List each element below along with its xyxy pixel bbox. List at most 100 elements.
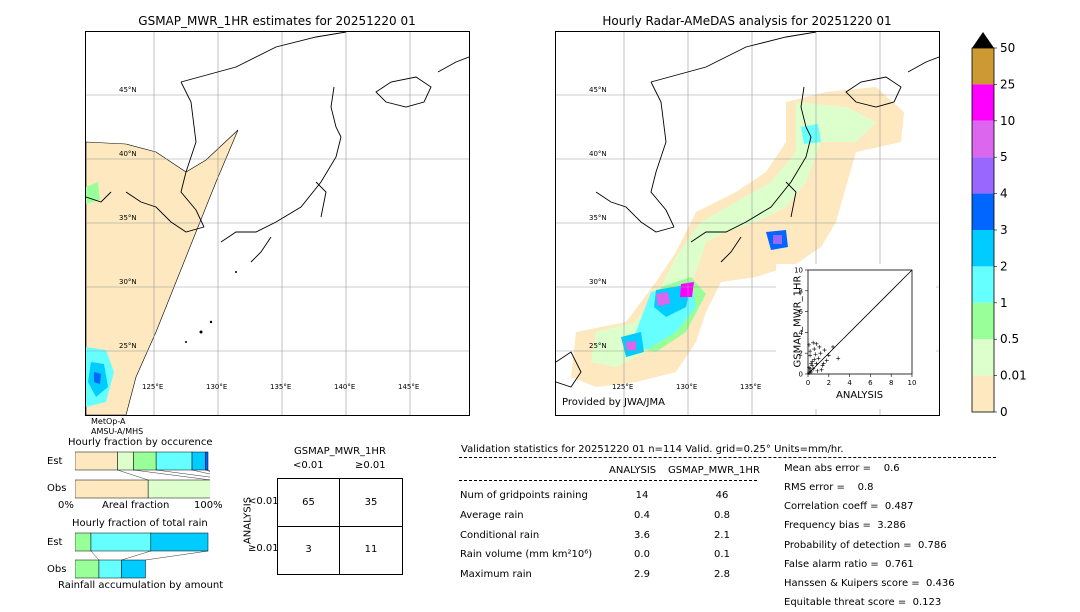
scatter-plot: 00 2 2 4 4 6 6 8 8 10 10 <box>794 267 917 388</box>
fraction-rain-bars <box>75 532 209 579</box>
right-lon-135: 135°E <box>740 383 762 391</box>
score-ets: Equitable threat score = 0.123 <box>784 597 942 608</box>
left-rain-band <box>86 129 239 415</box>
colorbar-segment <box>972 84 994 121</box>
scatter-ytick-label: 2 <box>799 350 803 358</box>
scatter-point <box>808 366 813 371</box>
left-grid <box>86 32 469 415</box>
colorbar-label: 4 <box>1000 187 1008 201</box>
colorbar-segment <box>972 302 994 340</box>
fraction-rain-xlabel: Rainfall accumulation by amount <box>58 580 224 591</box>
scatter-xlabel: ANALYSIS <box>836 390 884 401</box>
left-lat-45: 45°N <box>119 86 137 94</box>
scatter-ylabel: GSMAP_MWR_1HR <box>792 275 804 368</box>
right-lat-45: 45°N <box>589 86 607 94</box>
scatter-point <box>815 368 820 373</box>
score-far: False alarm ratio = 0.761 <box>784 559 914 570</box>
fraction-rain-est-label: Est <box>47 537 63 548</box>
fraction-bar-segment <box>75 479 149 499</box>
colorbar-segment <box>972 230 994 267</box>
left-lon-140: 140°E <box>334 383 356 391</box>
fraction-connector <box>156 469 210 478</box>
scatter-point <box>811 340 816 345</box>
fraction-bar-segment <box>90 532 152 552</box>
validation-row-gsmap: 46 <box>715 490 729 501</box>
fraction-occ-x1: 100% <box>194 500 223 511</box>
left-map-canvas <box>86 32 469 415</box>
validation-row-gsmap: 2.8 <box>714 569 730 580</box>
validation-row-label: Rain volume (mm km²10⁶) <box>460 549 593 560</box>
scatter-xtick-label: 8 <box>889 379 893 387</box>
satellite-note-2: AMSU-A/MHS <box>91 427 144 436</box>
colorbar-segment <box>972 339 994 376</box>
scatter-xtick-label: 0 <box>806 379 810 387</box>
fraction-bar-segment <box>75 532 92 552</box>
fraction-connector <box>133 469 210 481</box>
fraction-connector <box>90 550 100 561</box>
validation-row-gsmap: 2.1 <box>714 530 730 541</box>
contingency-cell-false-alarm: 35 <box>364 497 378 508</box>
fraction-rain-obs-label: Obs <box>47 564 67 575</box>
validation-divider-cols <box>459 480 757 481</box>
validation-col-analysis: ANALYSIS <box>609 465 657 476</box>
scatter-point <box>813 352 818 357</box>
scatter-point <box>814 361 819 366</box>
colorbar: 50 25 10 5 4 3 2 1 0.5 0.01 0 <box>971 32 1027 416</box>
right-map: 45°N 40°N 35°N 30°N 25°N 125°E 130°E 135… <box>555 31 940 416</box>
contingency-cell-miss: 3 <box>305 544 312 555</box>
validation-row-analysis: 14 <box>635 490 649 501</box>
fraction-bar-segment <box>155 451 193 471</box>
fraction-bar-segment <box>150 532 209 552</box>
scatter-ytick-label: 10 <box>794 267 803 275</box>
colorbar-label: 50 <box>1000 41 1015 55</box>
provider-note: Provided by JWA/JMA <box>562 397 665 408</box>
left-lon-125: 125°E <box>142 383 164 391</box>
scatter-point <box>807 342 812 347</box>
left-lat-25: 25°N <box>119 342 137 350</box>
fraction-occ-est-label: Est <box>47 456 63 467</box>
validation-divider-top <box>459 457 996 458</box>
scatter-inset: 0 0 2 2 4 4 6 6 8 8 10 10 ANALYSIS GSMAP_MWR_1HR <box>776 264 936 409</box>
scatter-point <box>824 358 829 363</box>
colorbar-segment <box>972 266 994 303</box>
left-map-title: GSMAP_MWR_1HR estimates for 20251220 01 <box>138 14 416 28</box>
fraction-bar-segment <box>75 559 100 579</box>
right-lat-35: 35°N <box>589 214 607 222</box>
contingency-cell-hit: 11 <box>364 544 378 555</box>
scatter-point <box>808 353 813 358</box>
validation-row-label: Maximum rain <box>460 569 532 580</box>
scatter-xtick-label: 4 <box>847 379 852 387</box>
fraction-connector <box>121 550 151 561</box>
scatter-point <box>818 351 823 356</box>
validation-row-analysis: 0.0 <box>634 549 650 560</box>
scatter-point <box>812 347 817 352</box>
left-rain-dark <box>94 372 101 384</box>
score-hk: Hanssen & Kuipers score = 0.436 <box>784 578 955 589</box>
validation-row-label: Num of gridpoints raining <box>460 490 588 501</box>
fraction-occ-bars <box>75 451 210 499</box>
validation-row-gsmap: 0.8 <box>714 510 730 521</box>
colorbar-label: 5 <box>1000 150 1008 164</box>
colorbar-label: 25 <box>1000 77 1015 91</box>
right-rain-magenta1 <box>680 282 694 297</box>
scatter-xtick-label: 10 <box>908 379 917 387</box>
right-coastline <box>556 32 939 388</box>
fraction-bar-segment <box>121 559 146 579</box>
left-coastline <box>86 32 469 263</box>
contingency-col-lt: <0.01 <box>293 460 324 471</box>
scatter-point <box>814 341 819 346</box>
scatter-point <box>809 361 814 366</box>
scatter-point <box>810 359 815 364</box>
colorbar-label: 0.01 <box>1000 369 1027 383</box>
scatter-point <box>807 370 812 375</box>
left-lat-30: 30°N <box>119 278 137 286</box>
colorbar-segment <box>972 193 994 230</box>
scatter-ytick-label: 0 <box>799 371 803 379</box>
contingency-title: GSMAP_MWR_1HR <box>294 446 386 457</box>
colorbar-segment <box>972 120 994 158</box>
right-lat-40: 40°N <box>589 150 607 158</box>
colorbar-label: 2 <box>1000 259 1008 273</box>
left-lat-35: 35°N <box>119 214 137 222</box>
scatter-ytick-label: 8 <box>799 287 803 295</box>
scatter-xtick-label: 6 <box>868 379 873 387</box>
